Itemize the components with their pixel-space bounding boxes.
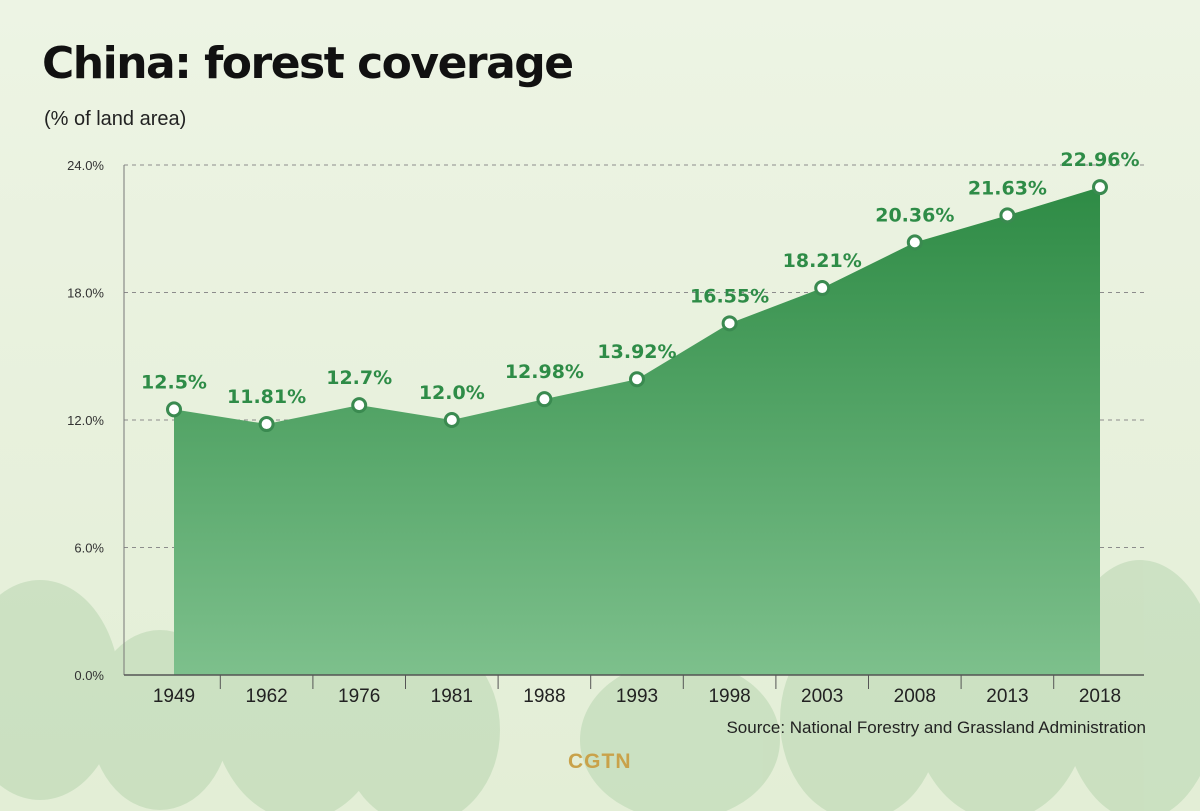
data-point [258,416,275,433]
x-tick-label: 1949 [153,686,195,707]
data-label: 12.98% [505,361,584,383]
x-tick-label: 1981 [431,686,473,707]
data-point [536,391,553,408]
data-point [443,412,460,428]
x-tick-label: 1988 [523,686,565,707]
x-tick-label: 2008 [894,686,936,707]
data-label: 12.5% [141,371,207,393]
data-label: 18.21% [783,250,862,272]
data-label: 16.55% [690,285,769,307]
y-tick-label: 6.0% [74,541,104,556]
y-tick-label: 18.0% [67,286,104,301]
chart-subtitle: (% of land area) [44,108,187,130]
x-tick-label: 2013 [986,686,1028,707]
x-tick-label: 2003 [801,686,843,707]
coverage-area [174,187,1100,675]
x-tick-label: 1993 [616,686,658,707]
data-label: 22.96% [1060,149,1139,171]
data-label: 12.7% [326,367,392,389]
x-tick-label: 2018 [1079,686,1121,707]
y-tick-label: 12.0% [67,413,104,428]
data-point [906,234,923,251]
data-label: 11.81% [227,386,306,408]
data-point [1092,179,1108,196]
data-point [629,371,645,388]
x-tick-label: 1962 [245,686,287,707]
data-label: 12.0% [419,382,485,404]
data-point [166,401,182,418]
cgtn-logo: CGTN [568,750,632,773]
data-label: 21.63% [968,177,1047,199]
data-point [999,207,1016,224]
data-point [351,397,368,414]
data-point [814,280,831,297]
x-tick-label: 1976 [338,686,380,707]
data-point [721,315,738,332]
x-tick-label: 1998 [708,686,750,707]
chart-title: China: forest coverage [42,38,574,89]
data-label: 13.92% [597,341,676,363]
source-note: Source: National Forestry and Grassland … [726,718,1146,737]
data-label: 20.36% [875,204,954,226]
y-tick-label: 24.0% [67,158,104,173]
y-tick-label: 0.0% [74,668,104,683]
